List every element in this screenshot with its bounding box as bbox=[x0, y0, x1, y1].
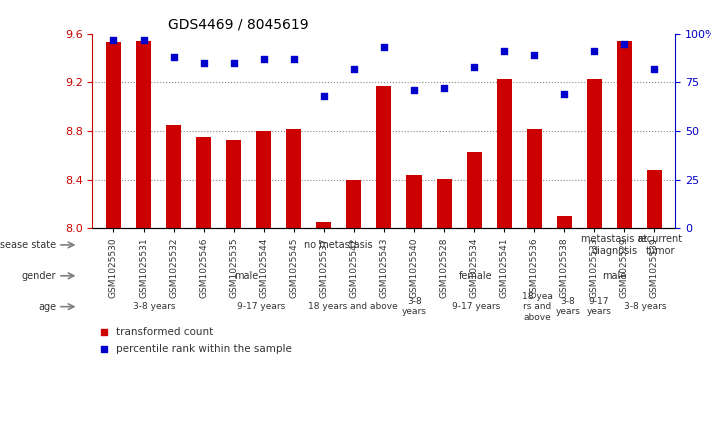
Point bbox=[528, 52, 540, 59]
Point bbox=[348, 66, 360, 72]
Point bbox=[98, 345, 109, 352]
Point bbox=[469, 63, 480, 70]
Text: no metastasis: no metastasis bbox=[304, 240, 373, 250]
Point bbox=[619, 40, 630, 47]
Point bbox=[258, 56, 269, 63]
Text: male: male bbox=[602, 271, 626, 281]
Text: female: female bbox=[459, 271, 493, 281]
Point bbox=[288, 56, 299, 63]
Point bbox=[439, 85, 450, 92]
Point bbox=[168, 54, 179, 60]
Point bbox=[108, 36, 119, 43]
Bar bbox=[407, 175, 422, 228]
Point bbox=[228, 60, 240, 66]
Text: gender: gender bbox=[22, 271, 56, 281]
Text: male: male bbox=[234, 271, 258, 281]
Text: 18 years and above: 18 years and above bbox=[309, 302, 398, 311]
Text: metastasis at
diagnosis: metastasis at diagnosis bbox=[581, 234, 647, 256]
Bar bbox=[256, 131, 271, 228]
Text: GDS4469 / 8045619: GDS4469 / 8045619 bbox=[169, 17, 309, 31]
Bar bbox=[226, 140, 241, 228]
Point bbox=[378, 44, 390, 51]
Bar bbox=[617, 41, 632, 228]
Bar bbox=[497, 79, 512, 228]
Text: transformed count: transformed count bbox=[116, 327, 213, 337]
Bar bbox=[587, 79, 602, 228]
Point bbox=[138, 36, 149, 43]
Point bbox=[318, 93, 329, 99]
Bar bbox=[346, 180, 361, 228]
Point bbox=[498, 48, 510, 55]
Text: 3-8 years: 3-8 years bbox=[132, 302, 175, 311]
Point bbox=[408, 87, 419, 93]
Point bbox=[559, 91, 570, 98]
Bar bbox=[437, 179, 451, 228]
Text: 9-17
years: 9-17 years bbox=[587, 297, 611, 316]
Text: disease state: disease state bbox=[0, 240, 56, 250]
Point bbox=[198, 60, 209, 66]
Point bbox=[648, 66, 660, 72]
Text: 9-17 years: 9-17 years bbox=[237, 302, 285, 311]
Bar bbox=[287, 129, 301, 228]
Bar bbox=[166, 125, 181, 228]
Text: percentile rank within the sample: percentile rank within the sample bbox=[116, 343, 292, 354]
Point bbox=[589, 48, 600, 55]
Bar bbox=[527, 129, 542, 228]
Bar bbox=[557, 216, 572, 228]
Bar bbox=[106, 42, 121, 228]
Text: 3-8 years: 3-8 years bbox=[624, 302, 666, 311]
Text: 18 yea
rs and
above: 18 yea rs and above bbox=[522, 292, 553, 321]
Text: 3-8
years: 3-8 years bbox=[555, 297, 580, 316]
Bar bbox=[647, 170, 662, 228]
Text: age: age bbox=[38, 302, 56, 312]
Bar bbox=[466, 152, 481, 228]
Bar bbox=[196, 137, 211, 228]
Point bbox=[98, 328, 109, 335]
Text: 3-8
years: 3-8 years bbox=[402, 297, 427, 316]
Text: 9-17 years: 9-17 years bbox=[452, 302, 500, 311]
Bar bbox=[316, 222, 331, 228]
Bar bbox=[376, 86, 392, 228]
Bar bbox=[136, 41, 151, 228]
Text: recurrent
tumor: recurrent tumor bbox=[638, 234, 683, 256]
